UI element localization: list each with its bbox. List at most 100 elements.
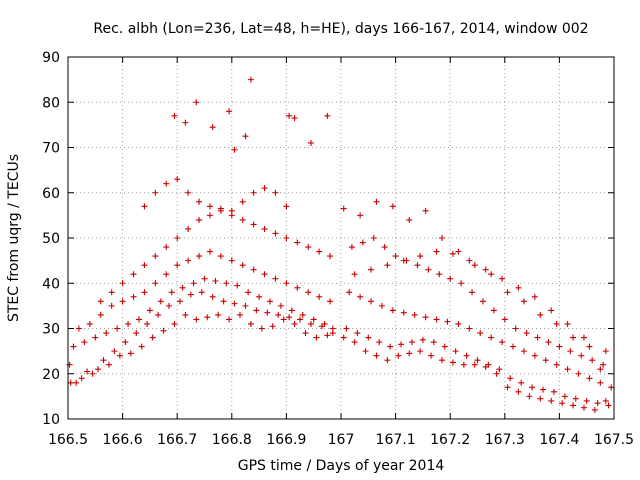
data-point xyxy=(469,289,476,296)
data-point xyxy=(95,366,102,373)
data-point xyxy=(504,384,511,391)
data-point xyxy=(572,395,579,402)
data-point xyxy=(406,350,413,357)
data-point xyxy=(206,248,213,255)
x-tick-label: 167.3 xyxy=(485,432,525,448)
data-point xyxy=(97,311,104,318)
data-point xyxy=(575,370,582,377)
data-point xyxy=(247,76,254,83)
data-point xyxy=(152,253,159,260)
data-point xyxy=(488,271,495,278)
data-point xyxy=(501,316,508,323)
data-point xyxy=(433,316,440,323)
data-point xyxy=(362,348,369,355)
data-point xyxy=(327,298,334,305)
data-point xyxy=(105,361,112,368)
data-point xyxy=(138,343,145,350)
data-point xyxy=(78,375,85,382)
data-point xyxy=(267,298,274,305)
data-point xyxy=(135,316,142,323)
data-point xyxy=(570,334,577,341)
data-point xyxy=(463,352,470,359)
y-axis-label: STEC from uqrg / TECUs xyxy=(6,154,22,322)
data-point xyxy=(520,348,527,355)
data-point xyxy=(550,388,557,395)
y-tick-label: 50 xyxy=(42,231,60,247)
data-point xyxy=(130,293,137,300)
data-point xyxy=(185,189,192,196)
data-point xyxy=(103,330,110,337)
data-point xyxy=(537,395,544,402)
data-point xyxy=(261,271,268,278)
data-point xyxy=(512,325,519,332)
data-point xyxy=(504,289,511,296)
data-point xyxy=(452,348,459,355)
data-point xyxy=(236,311,243,318)
data-point xyxy=(163,180,170,187)
data-point xyxy=(499,275,506,282)
data-point xyxy=(542,357,549,364)
data-point xyxy=(152,189,159,196)
data-point xyxy=(108,289,115,296)
data-point xyxy=(73,379,80,386)
data-point xyxy=(482,266,489,273)
data-point xyxy=(414,262,421,269)
data-point xyxy=(297,316,304,323)
data-point xyxy=(111,348,118,355)
data-point xyxy=(84,368,91,375)
data-point xyxy=(253,307,260,314)
data-point xyxy=(89,370,96,377)
data-point xyxy=(280,316,287,323)
data-point xyxy=(583,397,590,404)
data-point xyxy=(275,311,282,318)
data-point xyxy=(496,366,503,373)
data-point xyxy=(417,348,424,355)
x-tick-label: 166.5 xyxy=(48,432,88,448)
data-point xyxy=(368,266,375,273)
data-point xyxy=(155,311,162,318)
data-point xyxy=(250,189,257,196)
data-point xyxy=(428,352,435,359)
data-point xyxy=(376,339,383,346)
data-point xyxy=(586,375,593,382)
data-point xyxy=(125,320,132,327)
grid-lines xyxy=(68,57,614,419)
data-point xyxy=(81,339,88,346)
axis-ticks xyxy=(67,56,615,420)
y-tick-label: 60 xyxy=(42,186,60,202)
data-point xyxy=(291,320,298,327)
data-point xyxy=(70,343,77,350)
data-point xyxy=(133,330,140,337)
data-point xyxy=(209,293,216,300)
data-point xyxy=(559,400,566,407)
data-point xyxy=(67,379,74,386)
data-point xyxy=(294,284,301,291)
data-point xyxy=(130,271,137,278)
data-point xyxy=(119,280,126,287)
data-point xyxy=(449,250,456,257)
data-point xyxy=(264,309,271,316)
data-point xyxy=(196,253,203,260)
data-point xyxy=(245,289,252,296)
data-point xyxy=(439,235,446,241)
data-point xyxy=(166,302,173,309)
data-point xyxy=(455,248,462,255)
data-point xyxy=(488,334,495,341)
x-tick-labels: 166.5 166.6 166.7 166.8 166.9 167 167.1 167.2 16… xyxy=(48,432,634,448)
y-tick-label: 30 xyxy=(42,322,60,338)
data-point xyxy=(597,366,604,373)
data-point xyxy=(231,146,238,153)
data-point xyxy=(378,302,385,309)
data-point xyxy=(196,216,203,223)
data-point xyxy=(239,198,246,205)
chart-title: Rec. albh (Lon=236, Lat=48, h=HE), days … xyxy=(93,21,588,37)
data-point xyxy=(343,325,350,332)
data-point xyxy=(570,402,577,409)
data-point xyxy=(545,339,552,346)
data-point xyxy=(567,348,574,355)
data-point xyxy=(141,203,148,210)
x-tick-label: 167 xyxy=(328,432,355,448)
data-point xyxy=(449,359,456,366)
data-point xyxy=(149,334,156,341)
data-point xyxy=(187,291,194,298)
